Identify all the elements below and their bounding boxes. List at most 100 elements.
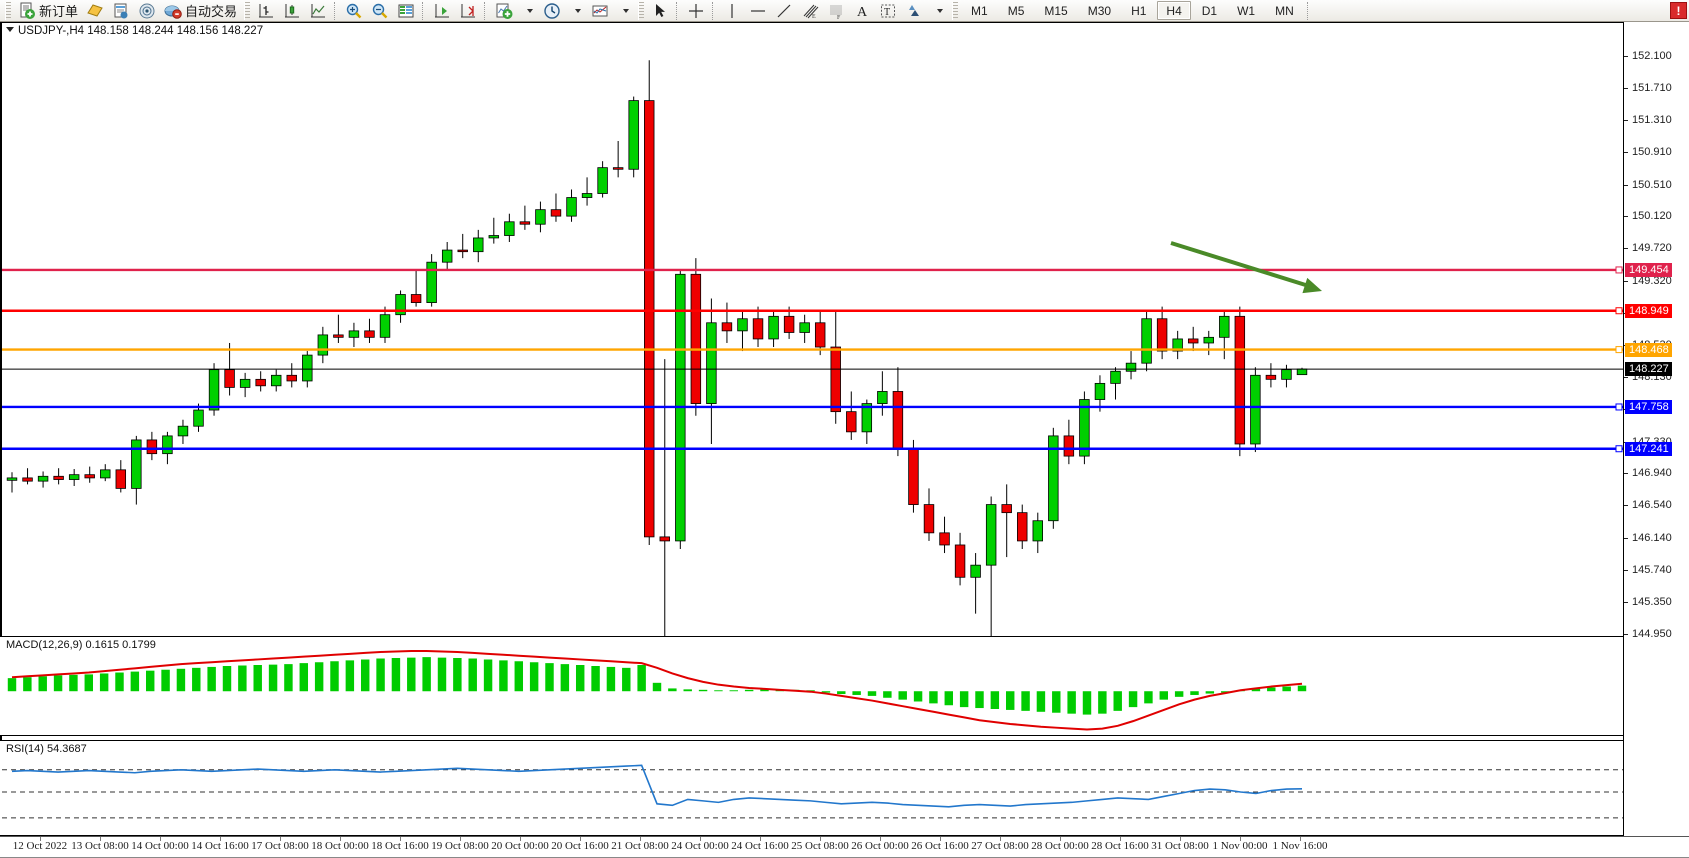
data-window-button[interactable] [109,1,133,21]
text-label-tool-button[interactable]: T [876,1,900,21]
current-price-line-price-label[interactable]: 148.227 [1625,362,1672,377]
bearish-trend-arrow-shaft[interactable] [1170,241,1313,289]
candle-body [146,439,158,455]
signals-button[interactable] [135,1,159,21]
time-tick-label: 14 Oct 00:00 [131,840,189,852]
candle-body [721,322,733,332]
shapes-tool-button[interactable] [902,1,926,21]
period-separator-dropdown[interactable] [566,1,586,21]
toolbar-grip[interactable] [5,1,11,20]
price-tick-label: 146.940 [1632,467,1672,480]
time-tick-label: 14 Oct 16:00 [191,840,249,852]
candle-body [1141,318,1152,364]
tile-windows-button[interactable] [394,1,418,21]
candle-body [1203,336,1214,344]
support-line-2-price-label[interactable]: 147.241 [1625,441,1672,456]
candlestick-chart-button[interactable] [280,1,304,21]
rsi-indicator-panel[interactable]: RSI(14) 54.3687 [0,740,1689,836]
pivot-line-price-label[interactable]: 148.468 [1625,342,1672,357]
support-line-2-handle[interactable] [1615,445,1623,453]
toolbar-grip-4[interactable] [952,1,959,20]
candle-body [286,374,297,382]
candle-body [68,474,80,480]
time-tick-label: 28 Oct 00:00 [1031,840,1089,852]
toolbar-separator-3 [484,1,488,20]
bar-chart-button[interactable] [254,1,278,21]
candle-body [115,469,127,489]
candle-body [939,532,950,546]
time-scale-axis[interactable]: 12 Oct 2022 13 Oct 08:00 14 Oct 00:00 14 Oc… [0,836,1689,858]
price-chart-canvas[interactable] [2,40,1625,650]
time-tick-label: 27 Oct 08:00 [971,840,1029,852]
templates-button[interactable] [588,1,612,21]
new-order-icon [20,2,35,19]
toolbar-grip-3[interactable] [638,1,645,20]
timeframe-button-h1[interactable]: H1 [1131,3,1147,18]
candle-body [270,374,282,387]
macd-canvas [7,650,1307,731]
add-indicator-icon [496,3,513,19]
equidistant-channel-tool-button[interactable]: E [798,1,822,21]
timeframe-button-mn[interactable]: MN [1275,3,1294,18]
candle-body [37,475,49,482]
timeframe-button-m1[interactable]: M1 [971,3,988,18]
timeframe-button-m5[interactable]: M5 [1007,3,1025,18]
line-chart-button[interactable] [306,1,330,21]
auto-scroll-icon [435,3,450,17]
crosshair-tool-button[interactable] [684,1,708,21]
bearish-trend-arrow-head[interactable] [1302,277,1322,294]
resistance-line-1-handle[interactable] [1615,266,1623,274]
vertical-line-tool-button[interactable] [720,1,744,21]
clock-icon [544,2,560,19]
timeframe-button-m15[interactable]: M15 [1044,3,1068,18]
autotrade-icon [164,5,182,19]
expert-advisors-button[interactable] [83,1,107,21]
pivot-line-handle[interactable] [1615,346,1623,354]
cursor-tool-button[interactable] [648,1,672,21]
add-indicator-dropdown[interactable] [518,1,538,21]
candle-body [1156,318,1168,352]
warning-badge[interactable]: ! [1670,2,1687,19]
time-tick-label: 24 Oct 16:00 [731,840,789,852]
text-a-icon: A [857,5,868,20]
candle-body [612,167,624,170]
resistance-line-1-price-label[interactable]: 149.454 [1625,262,1672,277]
time-tick-label: 20 Oct 00:00 [491,840,549,852]
timeframe-button-d1[interactable]: D1 [1201,3,1218,18]
resistance-line-2-handle[interactable] [1615,307,1623,315]
candle-body [410,294,422,303]
templates-dropdown[interactable] [614,1,634,21]
trendline-tool-button[interactable] [772,1,796,21]
candle-body [550,209,562,217]
candle-body [752,318,764,340]
macd-indicator-panel[interactable]: MACD(12,26,9) 0.1615 0.1799 [0,636,1689,736]
chart-menu-triangle-icon[interactable] [6,27,14,32]
autotrading-button[interactable]: 自动交易 [161,1,240,21]
toolbar-grip-2[interactable] [244,1,251,20]
price-tick [1624,570,1628,571]
horizontal-line-tool-button[interactable] [746,1,770,21]
timeframe-button-w1[interactable]: W1 [1237,3,1256,18]
timeframe-button-m30[interactable]: M30 [1087,3,1112,18]
zoom-in-button[interactable] [342,1,366,21]
support-line-1-price-label[interactable]: 147.758 [1625,399,1672,414]
candle-body [814,322,826,348]
fibonacci-tool-button[interactable]: F [824,1,848,21]
candle-body [441,249,453,263]
resistance-line-2-price-label[interactable]: 148.949 [1625,303,1672,318]
shapes-dropdown[interactable] [928,1,948,21]
price-scale-axis[interactable]: 152.100 151.710 151.310 150.910 150.510 150.1… [1623,22,1689,836]
new-order-button[interactable]: 新订单 [15,1,81,21]
zoom-out-button[interactable] [368,1,392,21]
time-tick-label: 18 Oct 16:00 [371,840,429,852]
time-tick-label: 19 Oct 08:00 [431,840,489,852]
auto-scroll-button[interactable] [430,1,454,21]
candle-body [799,322,810,333]
add-indicator-button[interactable] [492,1,516,21]
support-line-1-handle[interactable] [1615,403,1623,411]
period-separator-button[interactable] [540,1,564,21]
chart-shift-button[interactable] [456,1,480,21]
candle-body [364,330,375,338]
text-tool-button[interactable]: A [850,1,874,21]
timeframe-button-h4[interactable]: H4 [1157,1,1191,20]
